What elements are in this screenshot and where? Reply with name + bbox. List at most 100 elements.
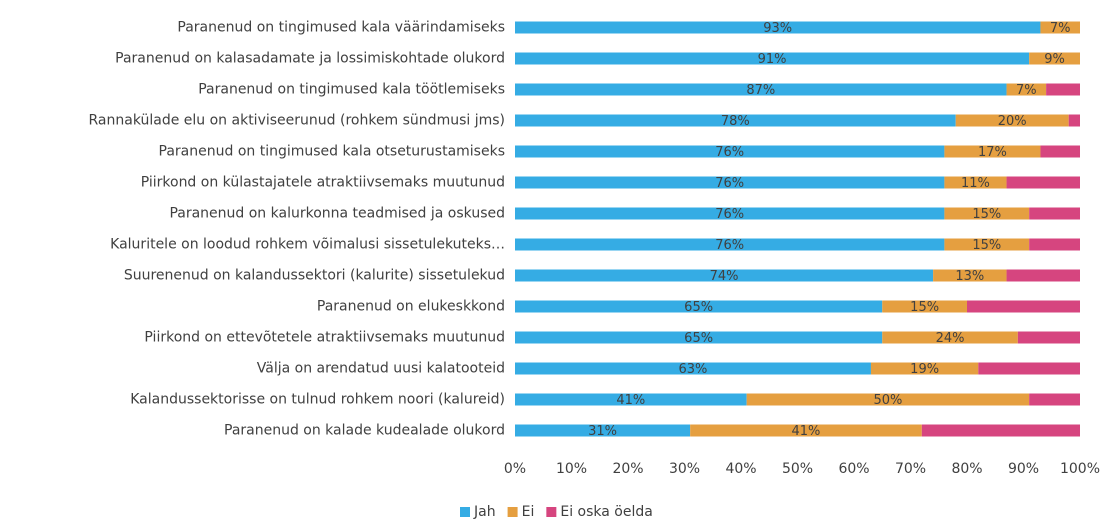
bar-segment bbox=[515, 238, 945, 251]
bar-segment bbox=[944, 145, 1041, 158]
bar-segment bbox=[515, 83, 1007, 96]
category-label: Paranenud on tingimused kala otseturusta… bbox=[159, 144, 505, 160]
data-label: 7% bbox=[1050, 21, 1071, 36]
bar-segment bbox=[944, 207, 1030, 220]
x-tick-label: 50% bbox=[782, 461, 813, 477]
data-label: 11% bbox=[961, 176, 990, 191]
data-label: 87% bbox=[746, 83, 775, 98]
x-tick-label: 10% bbox=[556, 461, 587, 477]
bar-segment bbox=[1006, 269, 1080, 282]
bar-segment bbox=[1029, 207, 1080, 220]
legend-swatch bbox=[460, 507, 470, 517]
category-label: Paranenud on kalasadamate ja lossimiskoh… bbox=[115, 51, 505, 67]
bar-segment bbox=[1040, 21, 1080, 34]
bar-segment bbox=[944, 238, 1030, 251]
bar-segment bbox=[1068, 114, 1080, 127]
data-label: 15% bbox=[972, 207, 1001, 222]
bar-segment bbox=[515, 362, 871, 375]
data-label: 74% bbox=[710, 269, 739, 284]
bar-segment bbox=[1006, 83, 1047, 96]
x-tick-label: 20% bbox=[612, 461, 643, 477]
bar-segment bbox=[515, 114, 956, 127]
bar-segment bbox=[967, 300, 1080, 313]
category-label: Kalandussektorisse on tulnud rohkem noor… bbox=[130, 392, 505, 408]
bar-segment bbox=[515, 393, 747, 406]
category-label: Paranenud on kalurkonna teadmised ja osk… bbox=[169, 206, 505, 222]
legend-label: Ei oska öelda bbox=[560, 504, 652, 520]
bar-segment bbox=[1006, 176, 1080, 189]
data-label: 19% bbox=[910, 362, 939, 377]
category-label: Piirkond on ettevõtetele atraktiivsemaks… bbox=[144, 330, 505, 346]
data-label: 17% bbox=[978, 145, 1007, 160]
data-label: 20% bbox=[998, 114, 1027, 129]
data-label: 91% bbox=[758, 52, 787, 67]
data-label: 31% bbox=[588, 424, 617, 439]
x-tick-label: 90% bbox=[1008, 461, 1039, 477]
x-tick-label: 60% bbox=[838, 461, 869, 477]
bar-segment bbox=[1029, 393, 1080, 406]
category-label: Paranenud on tingimused kala väärindamis… bbox=[177, 20, 505, 36]
category-label: Piirkond on külastajatele atraktiivsemak… bbox=[141, 175, 505, 191]
legend-label: Ei bbox=[522, 504, 535, 520]
bar-segment bbox=[515, 52, 1030, 65]
bar-segment bbox=[515, 331, 883, 344]
data-label: 7% bbox=[1016, 83, 1037, 98]
category-label: Paranenud on kalade kudealade olukord bbox=[224, 423, 505, 439]
data-label: 15% bbox=[910, 300, 939, 315]
data-label: 41% bbox=[792, 424, 821, 439]
x-tick-label: 40% bbox=[725, 461, 756, 477]
x-tick-label: 80% bbox=[951, 461, 982, 477]
bar-segment bbox=[690, 424, 922, 437]
data-label: 76% bbox=[715, 238, 744, 253]
category-label: Kaluritele on loodud rohkem võimalusi si… bbox=[110, 237, 505, 253]
bar-segment bbox=[882, 300, 967, 313]
bar-segment bbox=[978, 362, 1080, 375]
data-label: 93% bbox=[763, 21, 792, 36]
data-label: 24% bbox=[936, 331, 965, 346]
bar-segment bbox=[515, 145, 945, 158]
x-tick-label: 70% bbox=[895, 461, 926, 477]
data-label: 15% bbox=[972, 238, 1001, 253]
data-label: 65% bbox=[684, 331, 713, 346]
x-tick-label: 0% bbox=[504, 461, 526, 477]
bar-segment bbox=[1046, 83, 1080, 96]
data-label: 63% bbox=[679, 362, 708, 377]
data-label: 76% bbox=[715, 176, 744, 191]
bar-segment bbox=[515, 269, 934, 282]
category-label: Välja on arendatud uusi kalatooteid bbox=[257, 361, 505, 377]
data-label: 13% bbox=[955, 269, 984, 284]
data-label: 50% bbox=[873, 393, 902, 408]
bar-segment bbox=[1029, 238, 1080, 251]
data-label: 9% bbox=[1044, 52, 1065, 67]
bar-segment bbox=[1040, 145, 1080, 158]
data-label: 78% bbox=[721, 114, 750, 129]
x-tick-label: 30% bbox=[669, 461, 700, 477]
category-label: Suurenenud on kalandussektori (kalurite)… bbox=[124, 268, 505, 284]
bar-segment bbox=[882, 331, 1018, 344]
bar-segment bbox=[1017, 331, 1080, 344]
category-label: Rannakülade elu on aktiviseerunud (rohke… bbox=[89, 113, 506, 129]
bar-segment bbox=[933, 269, 1007, 282]
bar-segment bbox=[1029, 52, 1080, 65]
data-label: 41% bbox=[616, 393, 645, 408]
category-label: Paranenud on tingimused kala töötlemisek… bbox=[198, 82, 505, 98]
bar-segment bbox=[746, 393, 1030, 406]
bar-segment bbox=[515, 21, 1041, 34]
bar-segment bbox=[955, 114, 1069, 127]
bar-segment bbox=[944, 176, 1007, 189]
data-label: 76% bbox=[715, 145, 744, 160]
bar-segment bbox=[921, 424, 1080, 437]
bar-segment bbox=[515, 424, 691, 437]
bar-segment bbox=[870, 362, 979, 375]
legend-swatch bbox=[507, 507, 518, 517]
legend-swatch bbox=[546, 507, 557, 517]
bar-segment bbox=[515, 176, 945, 189]
data-label: 65% bbox=[684, 300, 713, 315]
category-label: Paranenud on elukeskkond bbox=[317, 299, 505, 315]
data-label: 76% bbox=[715, 207, 744, 222]
bar-segment bbox=[515, 207, 945, 220]
legend-label: Jah bbox=[473, 504, 496, 520]
bar-segment bbox=[515, 300, 883, 313]
x-tick-label: 100% bbox=[1060, 461, 1100, 477]
